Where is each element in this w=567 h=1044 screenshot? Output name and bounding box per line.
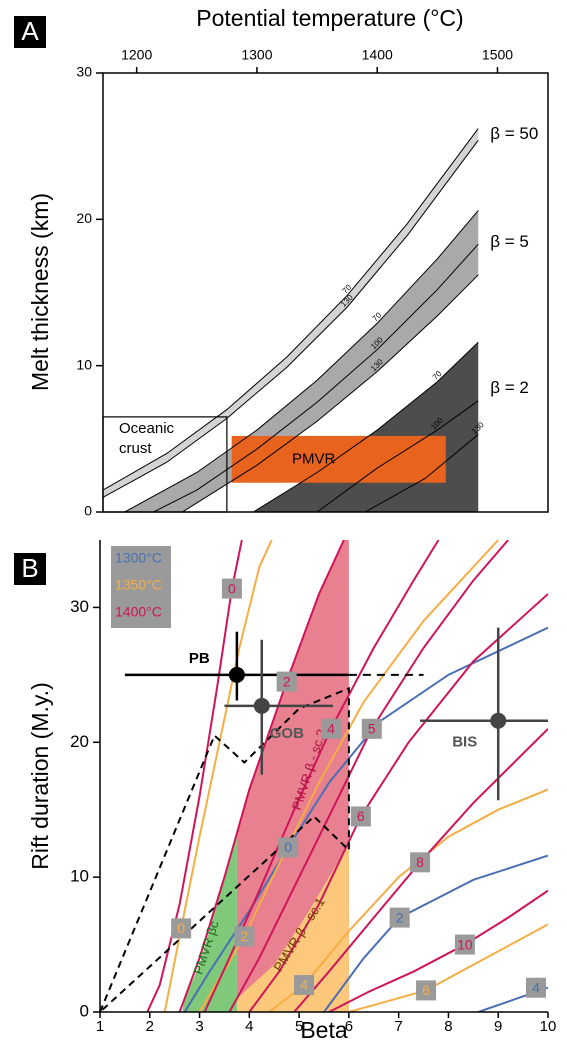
contour-line	[364, 434, 479, 512]
curve	[198, 540, 499, 1012]
curve-label-box	[171, 918, 192, 939]
panel-badge	[14, 553, 46, 585]
legend-entry: 1350°C	[115, 577, 162, 593]
y-tick-label: 20	[76, 210, 92, 226]
contour-line	[103, 140, 479, 498]
band-label: β = 5	[490, 232, 529, 251]
y-axis-title: Melt thickness (km)	[27, 193, 53, 391]
x-tick-label: 1400	[362, 47, 393, 63]
x-tick-label: 10	[540, 1018, 557, 1035]
point-label: PB	[189, 650, 210, 667]
contour-line	[103, 128, 479, 491]
band-label: β = 50	[490, 124, 538, 143]
x-tick-label: 7	[394, 1018, 402, 1035]
panel-label: B	[21, 553, 38, 583]
y-tick-label: 30	[76, 64, 92, 80]
curve-label: 6	[357, 808, 365, 824]
curve-label-box	[454, 934, 475, 955]
curve-label-box	[320, 718, 341, 739]
curve-label-box	[278, 837, 299, 858]
region-label: PMVR	[292, 450, 336, 467]
y-tick-label: 10	[70, 867, 89, 886]
curve-label-box	[526, 977, 546, 998]
curve	[183, 626, 548, 1012]
curve-label: 0	[284, 839, 292, 855]
y-tick-label: 20	[70, 732, 89, 751]
oceanic-crust-label: Oceanic	[119, 420, 175, 437]
y-tick-label: 30	[70, 597, 89, 616]
dashed-outline	[100, 686, 350, 1012]
contour-line	[153, 243, 479, 512]
curve	[228, 540, 509, 1012]
curve-label-box	[361, 718, 382, 739]
curve	[328, 889, 548, 1012]
curve-label: 4	[532, 979, 540, 995]
x-tick-label: 8	[444, 1018, 452, 1035]
x-tick-label: 1	[96, 1018, 104, 1035]
x-tick-label: 2	[146, 1018, 154, 1035]
panel-label: A	[21, 16, 39, 46]
curve	[178, 540, 345, 1012]
x-tick-label: 4	[245, 1018, 253, 1035]
oceanic-crust-label: crust	[119, 440, 152, 457]
curve-label: 0	[177, 920, 185, 936]
curve-label: 2	[283, 673, 291, 689]
curve-label-box	[350, 806, 371, 827]
contour-line	[124, 210, 479, 512]
curve-label-box	[389, 907, 410, 928]
plot-frame	[102, 72, 549, 513]
curve-label: 0	[228, 580, 236, 596]
contour-line	[316, 400, 479, 512]
curve-label: 2	[396, 909, 404, 925]
x-axis-title: Beta	[300, 1017, 348, 1043]
point-label: BIS	[452, 734, 477, 751]
y-tick-label: 10	[76, 356, 92, 372]
curve-label-box	[410, 852, 431, 873]
x-tick-label: 9	[494, 1018, 502, 1035]
x-tick-label: 6	[345, 1018, 353, 1035]
curve-label-box	[221, 578, 242, 599]
data-point	[490, 712, 507, 729]
legend-box	[111, 546, 171, 628]
curve-label: 10	[457, 936, 473, 952]
region	[236, 843, 349, 1012]
curve-label-box	[234, 926, 255, 947]
chart-title: Potential temperature (°C)	[196, 5, 463, 31]
x-tick-label: 1200	[121, 47, 152, 63]
y-tick-label: 0	[80, 1001, 89, 1020]
band-label: β = 2	[490, 378, 529, 397]
curve	[293, 728, 548, 1012]
point-label: GOB	[270, 725, 304, 742]
data-point	[253, 697, 270, 714]
region	[231, 435, 446, 483]
curve-label-box	[416, 980, 437, 1001]
curve-label: 2	[240, 928, 248, 944]
data-point	[228, 666, 245, 683]
y-tick-label: 0	[84, 503, 92, 519]
x-tick-label: 1300	[241, 47, 272, 63]
region	[182, 836, 237, 1012]
curve	[348, 923, 548, 1012]
curve	[203, 540, 440, 1012]
curve-label-box	[294, 975, 315, 996]
curve-label: 5	[368, 721, 376, 737]
curve-label: 8	[416, 854, 424, 870]
legend-entry: 1300°C	[115, 550, 162, 566]
legend-entry: 1400°C	[115, 604, 162, 620]
curve-label: 6	[422, 982, 430, 998]
panel-badge	[14, 16, 46, 48]
contour-line	[253, 341, 479, 512]
contour-line	[182, 274, 479, 512]
x-tick-label: 5	[295, 1018, 303, 1035]
curve-label: 4	[327, 721, 335, 737]
y-axis-title: Rift duration (M.y.)	[27, 682, 53, 869]
curve-label: 4	[300, 977, 308, 993]
x-tick-label: 1500	[482, 47, 513, 63]
curve-label-box	[276, 671, 297, 692]
x-tick-label: 3	[195, 1018, 203, 1035]
